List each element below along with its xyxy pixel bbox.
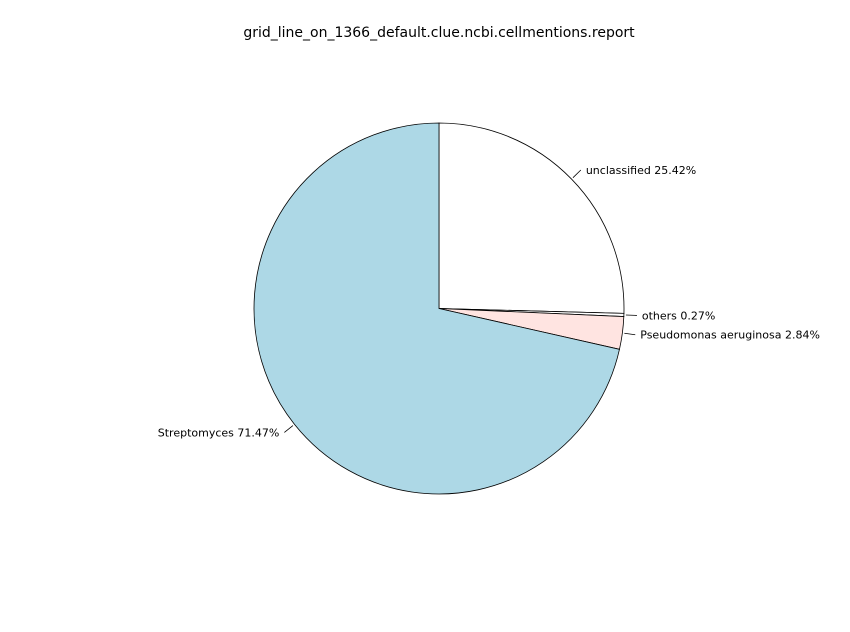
pie-slice-unclassified	[438, 122, 625, 314]
chart-title: grid_line_on_1366_default.clue.ncbi.cell…	[243, 25, 635, 41]
leader-line	[572, 169, 582, 178]
pie-slices	[253, 122, 625, 495]
slice-label: Streptomyces 71.47%	[158, 426, 280, 439]
leader-line	[284, 425, 294, 433]
slice-label: others 0.27%	[642, 309, 715, 322]
slice-label: unclassified 25.42%	[586, 164, 696, 177]
pie-slice-streptomyces	[253, 122, 620, 495]
pie-labels: unclassified 25.42% others 0.27% Pseudomon…	[158, 164, 820, 439]
leader-line	[624, 332, 636, 336]
slice-label: Pseudomonas aeruginosa 2.84%	[640, 329, 820, 342]
